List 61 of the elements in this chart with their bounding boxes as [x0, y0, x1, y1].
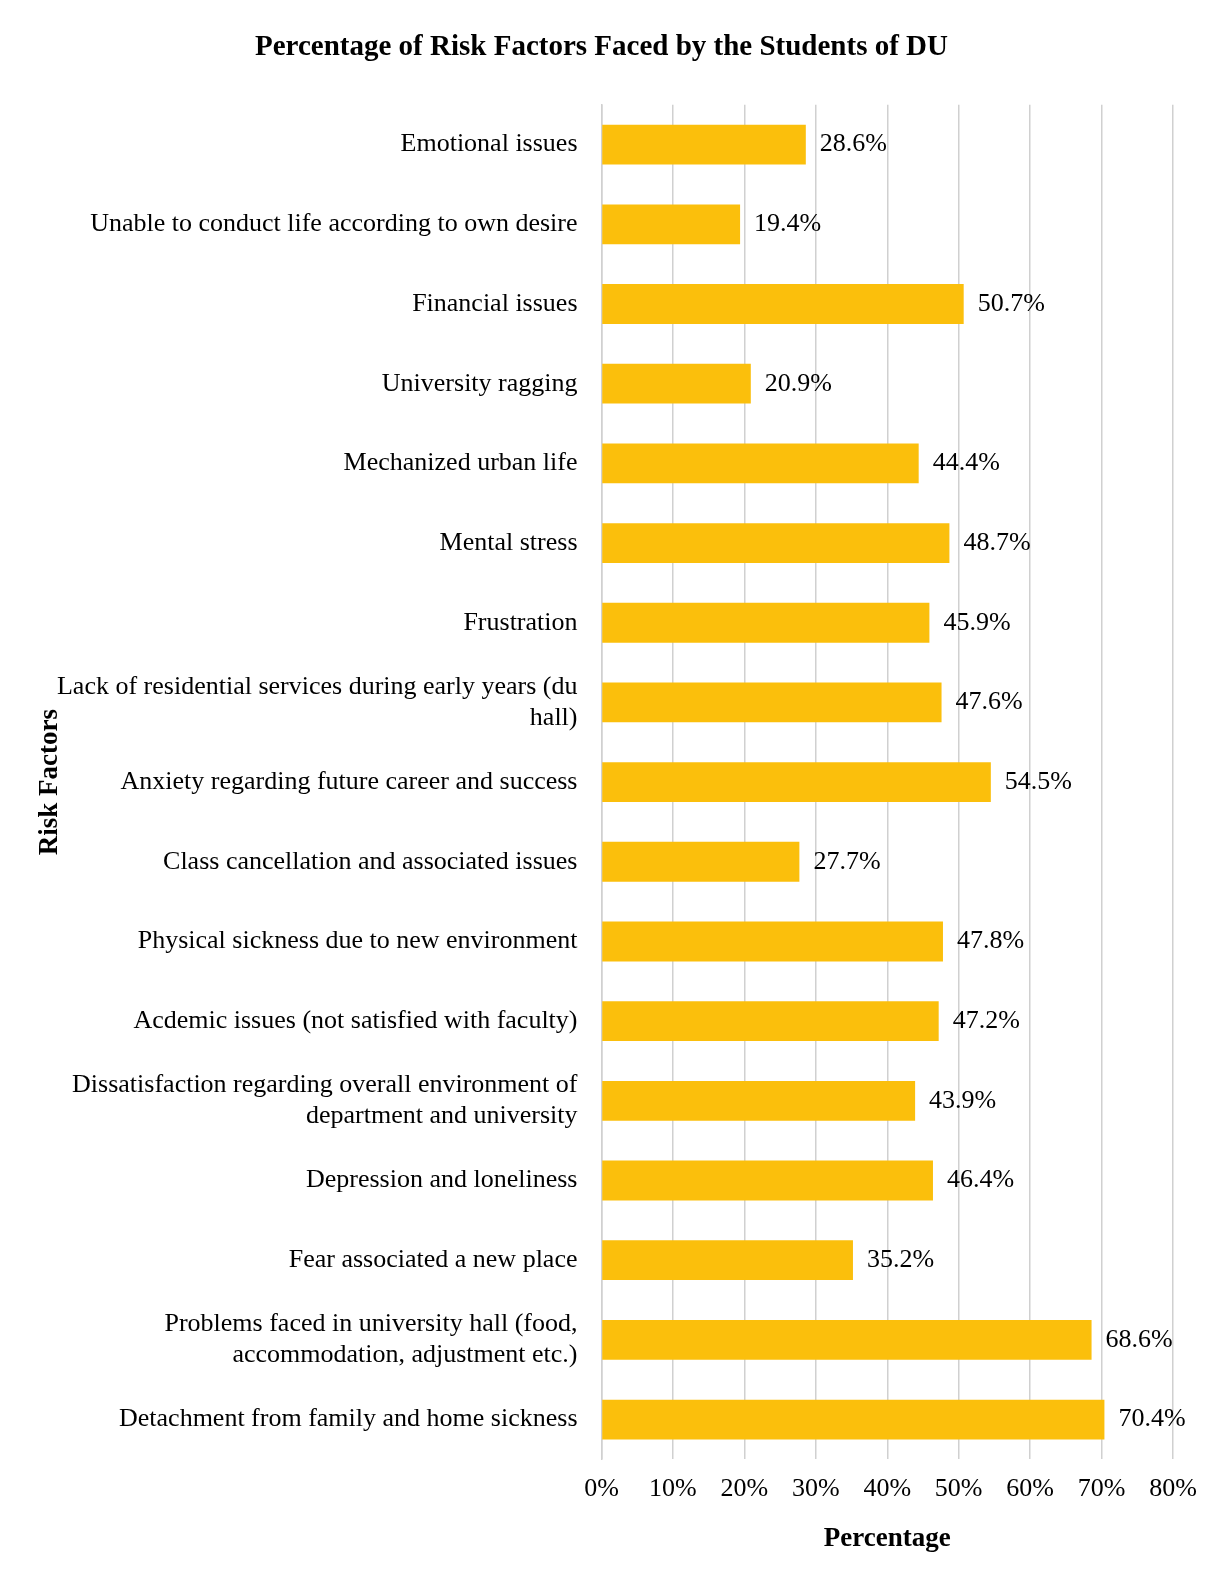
x-tick-label: 20%	[720, 1472, 769, 1502]
y-tick-label: Financial issues	[412, 287, 578, 317]
data-label: 43.9%	[929, 1084, 997, 1114]
data-label: 27.7%	[813, 845, 881, 875]
data-label: 48.7%	[963, 526, 1031, 556]
x-tick-label: 70%	[1077, 1472, 1126, 1502]
x-tick-label: 40%	[863, 1472, 912, 1502]
x-tick-label: 0%	[584, 1472, 619, 1502]
y-tick-label: Emotional issues	[400, 128, 578, 158]
y-tick-label: Dissatisfaction regarding overall environment of department and university	[72, 1069, 578, 1130]
y-tick-label: Frustration	[463, 606, 578, 636]
x-tick-label: 80%	[1149, 1472, 1197, 1502]
data-label: 47.2%	[952, 1004, 1020, 1034]
x-tick-label: 10%	[649, 1472, 697, 1502]
data-label: 45.9%	[943, 606, 1011, 636]
y-tick-label: University ragging	[381, 367, 578, 397]
y-tick-label: Depression and loneliness	[305, 1164, 578, 1194]
bar	[602, 284, 964, 324]
bar	[602, 921, 943, 962]
y-tick-label: Acdemic issues (not satisfied with faculty)	[133, 1004, 578, 1034]
data-label: 47.6%	[955, 686, 1023, 716]
y-tick-label: Detachment from family and home sickness	[119, 1403, 578, 1433]
bar	[602, 204, 741, 245]
bar	[602, 602, 930, 643]
bar	[602, 1080, 916, 1121]
bar	[602, 682, 942, 723]
x-tick-label: 60%	[1006, 1472, 1054, 1502]
y-tick-label: Physical sickness due to new environment	[137, 925, 579, 955]
bar	[602, 762, 991, 803]
bar	[602, 1240, 853, 1281]
bar	[602, 443, 919, 484]
bar	[602, 841, 800, 882]
y-tick-label: Mechanized urban life	[343, 447, 578, 477]
x-tick-label: 50%	[934, 1472, 983, 1502]
data-label: 54.5%	[1004, 765, 1073, 795]
y-tick-label: Unable to conduct life according to own desire	[90, 208, 578, 238]
data-label: 46.4%	[946, 1164, 1015, 1194]
data-label: 20.9%	[764, 367, 832, 397]
bar	[602, 363, 751, 404]
bar	[602, 124, 806, 165]
bar	[602, 1319, 1092, 1360]
data-label: 50.7%	[977, 287, 1045, 317]
y-tick-label: Anxiety regarding future career and success	[120, 765, 578, 795]
bar	[602, 1160, 933, 1201]
y-tick-label: Mental stress	[439, 526, 578, 556]
x-tick-label: 30%	[791, 1472, 840, 1502]
bar	[602, 1001, 939, 1042]
data-label: 28.6%	[819, 128, 887, 158]
y-tick-label: Class cancellation and associated issues	[163, 845, 578, 875]
y-tick-label: Problems faced in university hall (food, accommodation, adjustment etc.)	[164, 1308, 578, 1369]
bar	[602, 523, 950, 563]
y-tick-label: Fear associated a new place	[288, 1244, 578, 1274]
data-label: 47.8%	[956, 925, 1025, 955]
data-label: 35.2%	[866, 1244, 935, 1274]
chart-title: Percentage of Risk Factors Faced by the Students of DU	[255, 28, 949, 61]
data-label: 70.4%	[1118, 1403, 1186, 1433]
x-axis-title: Percentage	[823, 1521, 951, 1552]
data-label: 44.4%	[932, 447, 1000, 477]
data-label: 68.6%	[1105, 1323, 1173, 1353]
bar	[602, 1399, 1105, 1440]
data-label: 19.4%	[754, 208, 822, 238]
